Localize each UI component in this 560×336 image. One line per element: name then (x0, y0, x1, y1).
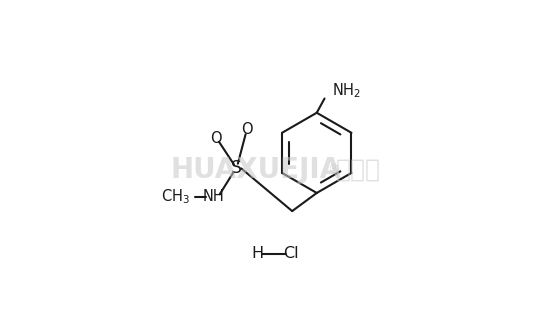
Text: HUAXUEJIA: HUAXUEJIA (171, 156, 342, 184)
Text: ®: ® (327, 163, 339, 176)
Text: O: O (210, 131, 222, 146)
Text: H: H (251, 246, 263, 261)
Text: NH$_2$: NH$_2$ (332, 81, 361, 100)
Text: 化学加: 化学加 (336, 158, 381, 182)
Text: O: O (241, 122, 253, 137)
Text: NH: NH (202, 190, 224, 204)
Text: CH$_3$: CH$_3$ (161, 187, 190, 206)
Text: Cl: Cl (283, 246, 298, 261)
Text: S: S (231, 159, 242, 177)
